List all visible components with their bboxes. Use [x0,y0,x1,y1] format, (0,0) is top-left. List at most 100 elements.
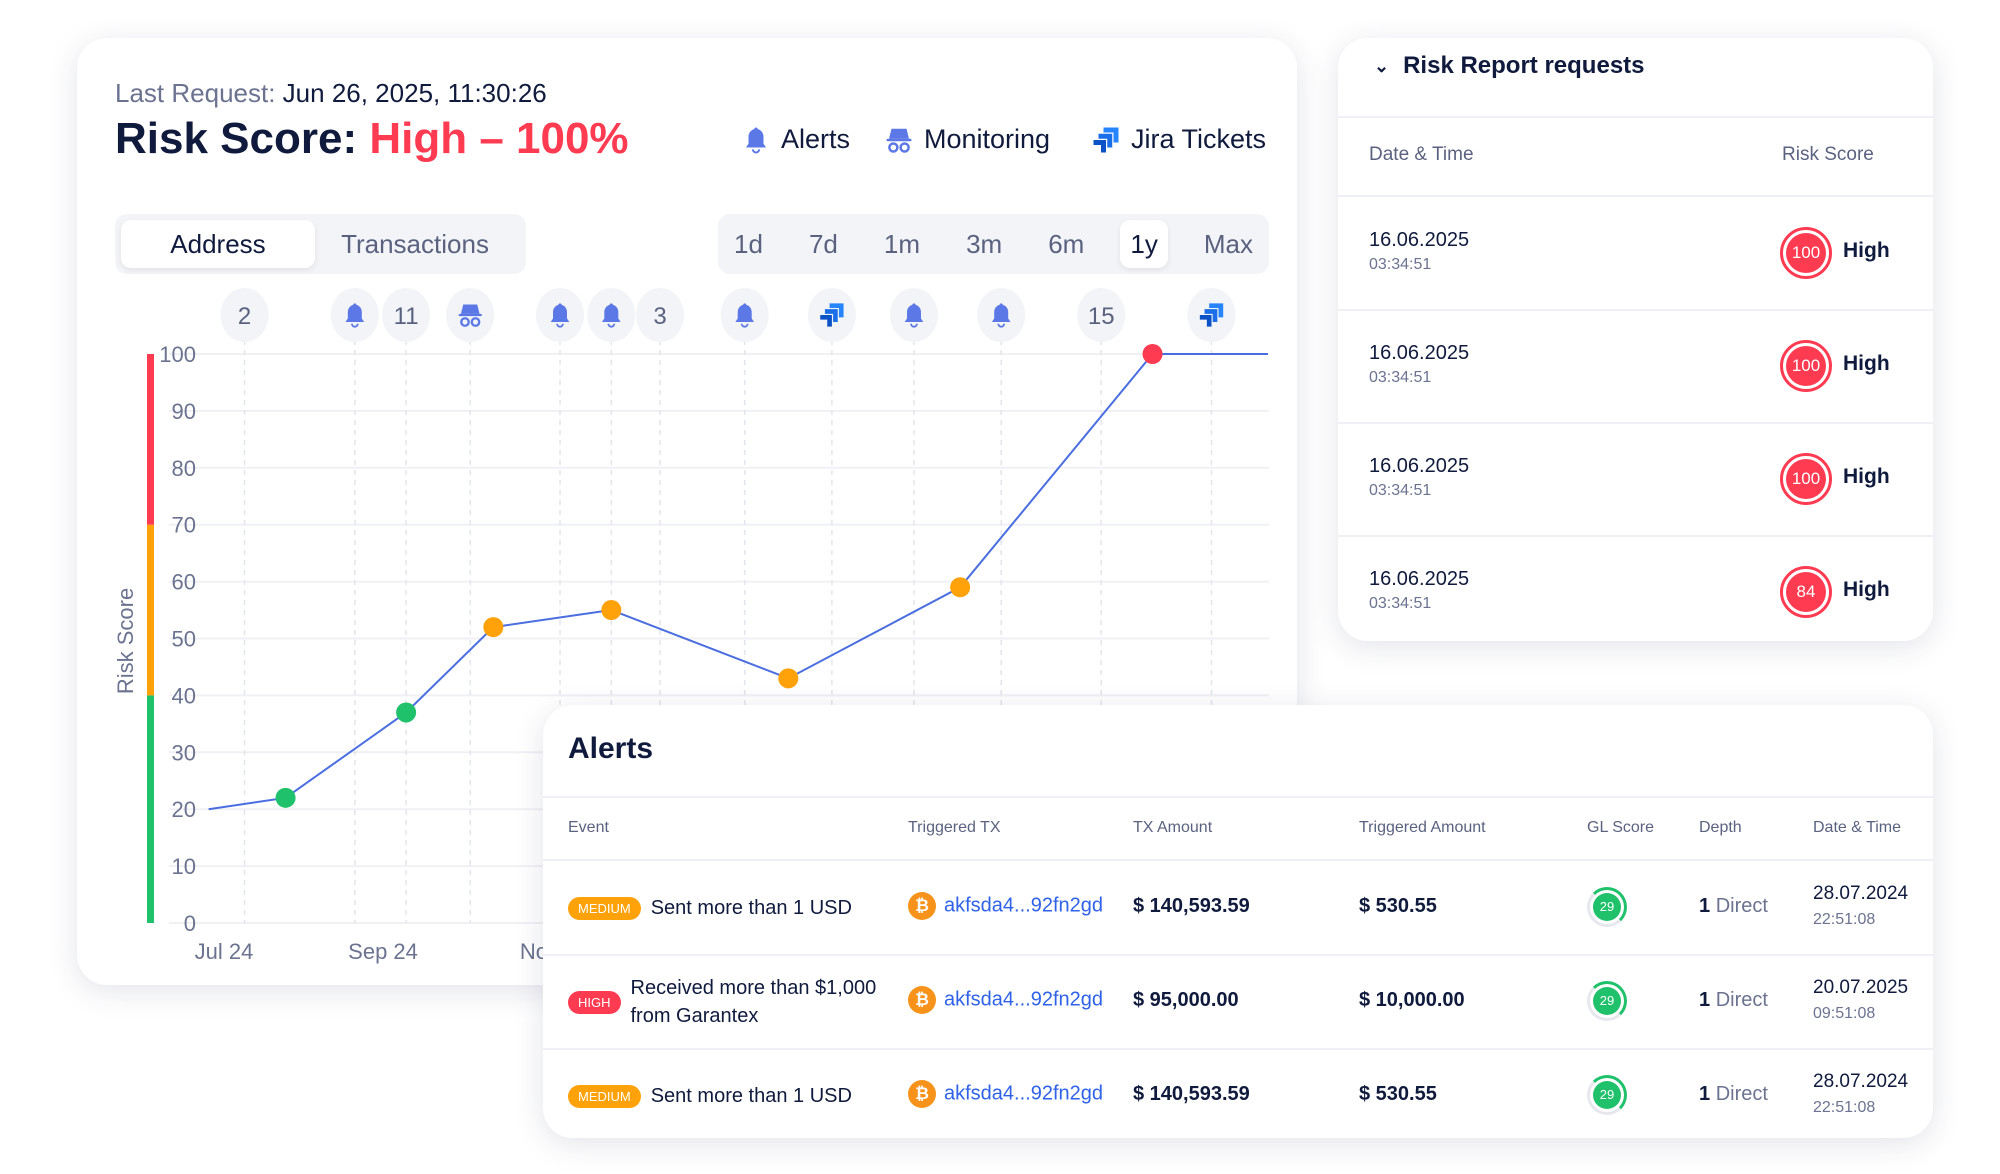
event-text: Received more than $1,000 from Garantex [630,977,877,1027]
severity-badge: MEDIUM [568,896,641,920]
spy-icon [884,125,914,155]
alerts-card: Alerts Event Triggered TX TX Amount Trigger… [543,705,1933,1138]
alert-time: 22:51:08 [1813,1099,1876,1116]
bitcoin-icon: ₿ [908,892,936,920]
report-row[interactable]: 16.06.2025 03:34:51 84 High [1338,536,1933,649]
risk-score-badge: 84 [1780,566,1832,618]
tab-transactions[interactable]: Transactions [341,229,489,259]
depth-label: Direct [1715,989,1768,1011]
gl-score-value: 29 [1593,893,1621,921]
range-6m[interactable]: 6m [1048,229,1085,259]
report-date: 16.06.2025 [1369,342,1470,364]
tab-address[interactable]: Address [121,220,315,268]
risk-level-value: High – 100% [369,114,629,163]
report-header-score: Risk Score [1782,144,1874,165]
range-1m[interactable]: 1m [883,229,921,259]
gl-score-badge: 29 [1587,887,1627,927]
legend-alerts[interactable]: Alerts [741,124,850,155]
jira-icon [1091,125,1121,155]
column-header: Date & Time [1813,819,1902,836]
report-header[interactable]: ⌄ Risk Report requests [1374,52,1645,80]
report-row[interactable]: 16.06.2025 03:34:51 100 High [1338,423,1933,536]
gl-score-badge: 29 [1587,1075,1627,1115]
tx-link[interactable]: akfsda4...92fn2gd [944,988,1104,1011]
gl-score-badge: 29 [1587,981,1627,1021]
report-title: Risk Report requests [1403,52,1645,79]
alerts-title: Alerts [568,732,654,765]
report-header-date: Date & Time [1369,144,1474,165]
risk-level: High [1843,352,1890,375]
alert-time: 22:51:08 [1813,911,1876,928]
report-date: 16.06.2025 [1369,229,1470,251]
page-title: Risk Score: High – 100% [115,114,629,164]
last-request: Last Request: Jun 26, 2025, 11:30:26 [115,78,547,109]
risk-level: High [1843,239,1890,262]
last-request-value: Jun 26, 2025, 11:30:26 [282,78,547,108]
risk-report-card: ⌄ Risk Report requests Date & Time Risk … [1338,38,1933,641]
bitcoin-icon: ₿ [908,1080,936,1108]
tx-amount: $ 95,000.00 [1133,989,1239,1011]
bitcoin-icon: ₿ [908,986,936,1014]
table-row[interactable]: HIGH Received more than $1,000 from Gara… [543,955,1933,1049]
report-row[interactable]: 16.06.2025 03:34:51 100 High [1338,310,1933,423]
column-header: TX Amount [1133,819,1213,836]
chevron-down-icon[interactable]: ⌄ [1374,55,1390,76]
tx-link[interactable]: akfsda4...92fn2gd [944,1082,1104,1105]
table-row[interactable]: MEDIUM Sent more than 1 USD ₿ akfsda4...9… [543,1049,1933,1143]
triggered-amount: $ 10,000.00 [1359,989,1465,1011]
gl-score-value: 29 [1593,1081,1621,1109]
triggered-amount: $ 530.55 [1359,895,1437,917]
severity-badge: MEDIUM [568,1084,641,1108]
report-time: 03:34:51 [1369,482,1432,499]
table-row[interactable]: MEDIUM Sent more than 1 USD ₿ akfsda4...9… [543,861,1933,955]
view-tabs: Address Transactions [115,214,526,274]
report-time: 03:34:51 [1369,256,1432,273]
legend-label: Jira Tickets [1131,124,1267,154]
range-1y[interactable]: 1y [1120,220,1168,268]
range-3m[interactable]: 3m [966,229,1003,259]
severity-badge: HIGH [568,990,621,1014]
event-text: Sent more than 1 USD [650,897,852,919]
alert-date: 28.07.2024 [1813,1071,1909,1092]
event-text: Sent more than 1 USD [650,1085,852,1107]
depth-label: Direct [1715,1083,1768,1105]
tx-link[interactable]: akfsda4...92fn2gd [944,894,1104,917]
bell-icon [741,125,771,155]
column-header: Triggered Amount [1359,819,1486,836]
range-7d[interactable]: 7d [808,229,838,259]
depth-number: 1 [1699,895,1711,917]
depth-number: 1 [1699,989,1711,1011]
depth-number: 1 [1699,1083,1711,1105]
legend-label: Alerts [781,124,851,154]
report-date: 16.06.2025 [1369,568,1470,590]
risk-score-badge: 100 [1780,227,1832,279]
range-1d[interactable]: 1d [734,229,763,259]
title-label: Risk Score: [115,114,358,163]
depth-label: Direct [1715,895,1768,917]
risk-level: High [1843,578,1890,601]
risk-score-value: 100 [1786,346,1826,386]
tx-amount: $ 140,593.59 [1133,895,1250,917]
risk-level: High [1843,465,1890,488]
tx-amount: $ 140,593.59 [1133,1083,1250,1105]
risk-score-value: 100 [1786,459,1826,499]
alert-time: 09:51:08 [1813,1005,1876,1022]
risk-score-value: 84 [1786,572,1826,612]
range-max[interactable]: Max [1203,229,1253,259]
risk-score-value: 100 [1786,233,1826,273]
last-request-label: Last Request: [115,78,276,108]
risk-score-badge: 100 [1780,453,1832,505]
risk-score-badge: 100 [1780,340,1832,392]
report-time: 03:34:51 [1369,369,1432,386]
legend-label: Monitoring [924,124,1051,154]
column-header: Event [568,819,609,836]
report-date: 16.06.2025 [1369,455,1470,477]
column-header: GL Score [1587,819,1654,836]
legend-monitoring[interactable]: Monitoring [884,124,1050,155]
gl-score-value: 29 [1593,987,1621,1015]
report-row[interactable]: 16.06.2025 03:34:51 100 High [1338,197,1933,310]
column-header: Triggered TX [908,819,1001,836]
legend-jira[interactable]: Jira Tickets [1091,124,1266,155]
column-header: Depth [1699,819,1742,836]
range-selector: 1d 7d 1m 3m 6m 1y Max [718,214,1269,274]
